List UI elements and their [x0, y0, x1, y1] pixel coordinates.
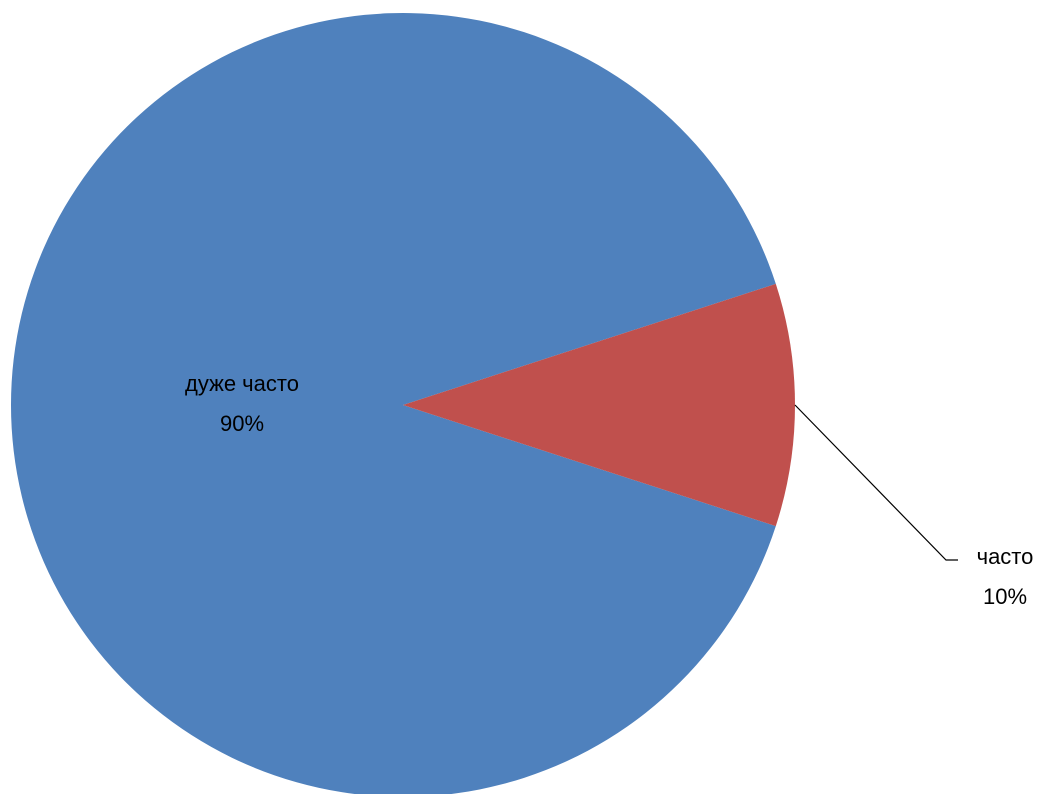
slice-percent-chasto: 10%	[983, 584, 1027, 609]
pie-slice-chasto	[403, 283, 795, 527]
slice-label-duzhe-chasto: дуже часто	[185, 371, 299, 396]
data-labels: дуже часто 90% часто 10%	[185, 371, 1033, 609]
pie-slice-duzhe-chasto	[11, 13, 776, 794]
leader-line-chasto	[794, 404, 958, 561]
slice-label-chasto: часто	[977, 544, 1034, 569]
pie-slices	[11, 13, 795, 794]
leader-lines	[794, 404, 958, 561]
slice-percent-duzhe-chasto: 90%	[220, 411, 264, 436]
